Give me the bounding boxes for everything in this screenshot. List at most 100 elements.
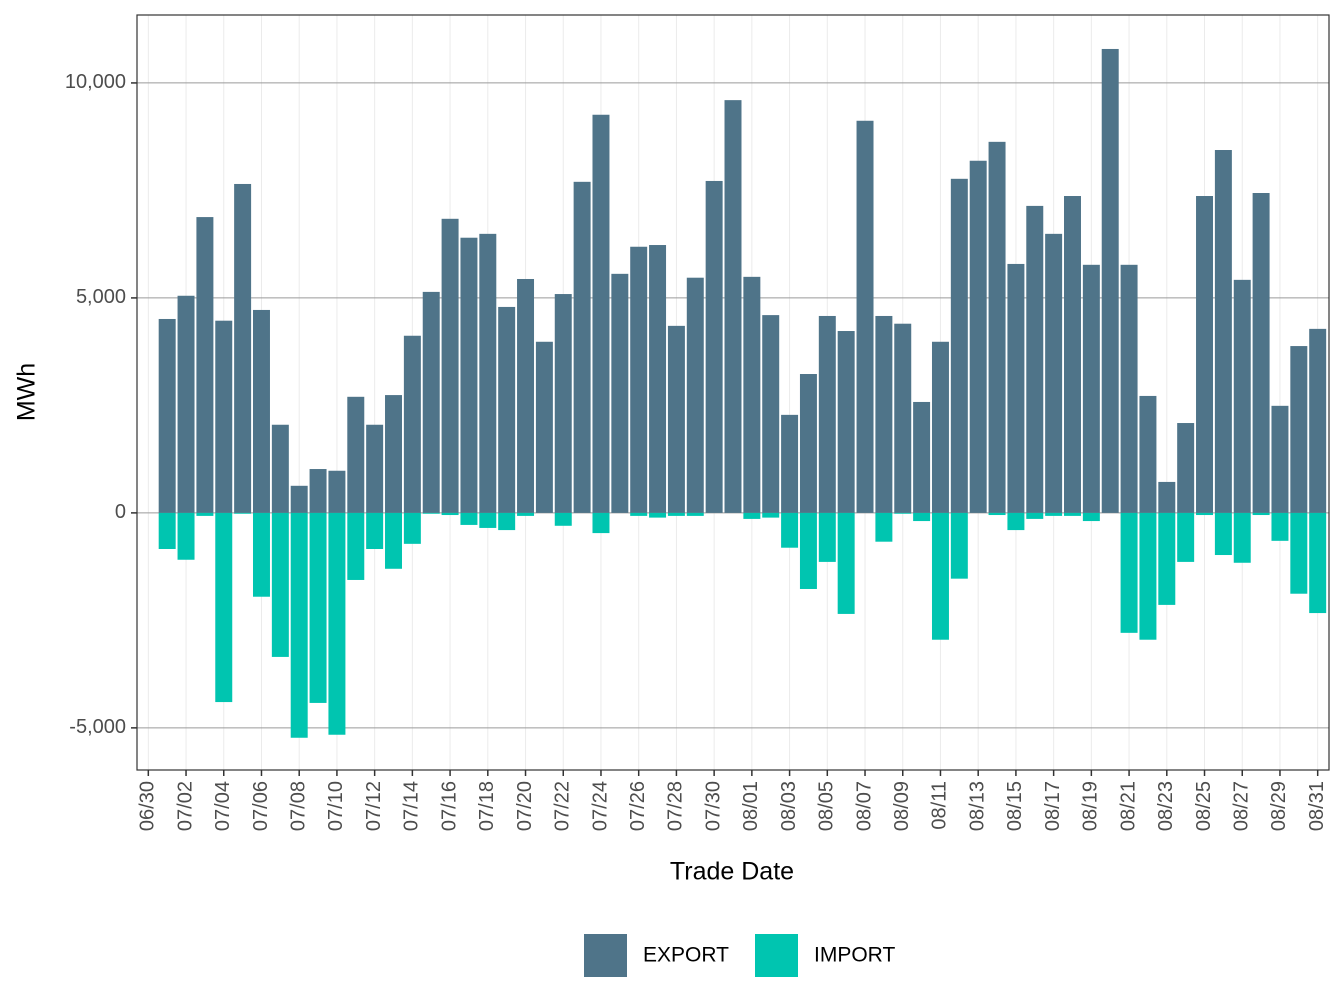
bar xyxy=(479,233,497,513)
bar xyxy=(950,512,968,579)
bar xyxy=(894,323,912,513)
x-tick-label: 07/30 xyxy=(702,781,724,831)
bar xyxy=(875,512,893,542)
bar xyxy=(403,335,421,513)
bar xyxy=(611,273,629,513)
x-tick-label: 07/10 xyxy=(325,781,347,831)
bar xyxy=(158,512,176,550)
x-tick-label: 08/11 xyxy=(929,781,951,830)
bar xyxy=(177,295,195,513)
bar xyxy=(1026,205,1044,513)
bar xyxy=(252,512,270,597)
x-tick-label: 08/05 xyxy=(816,781,838,831)
bar xyxy=(667,512,685,516)
bar xyxy=(1007,263,1025,513)
x-tick-label: 07/20 xyxy=(514,781,536,831)
x-tick-label: 07/14 xyxy=(401,781,423,831)
bar xyxy=(554,294,572,513)
bar xyxy=(837,512,855,614)
bar xyxy=(290,512,308,738)
bar xyxy=(1271,405,1289,513)
bar xyxy=(403,512,421,544)
bar xyxy=(215,320,233,513)
bar xyxy=(1101,48,1119,513)
y-axis-title: MWh xyxy=(13,363,41,421)
legend-label: IMPORT xyxy=(814,944,895,967)
bar xyxy=(686,277,704,513)
x-tick-label: 07/24 xyxy=(589,781,611,831)
x-axis-title: Trade Date xyxy=(670,858,794,886)
x-tick-label: 08/31 xyxy=(1306,781,1328,831)
bar xyxy=(1214,512,1232,556)
bar xyxy=(1214,150,1232,513)
bar xyxy=(1233,279,1251,513)
bar xyxy=(931,341,949,513)
x-tick-label: 08/23 xyxy=(1155,781,1177,831)
bar xyxy=(1271,512,1289,541)
bar xyxy=(667,325,685,513)
legend-swatch xyxy=(584,934,627,977)
bar xyxy=(252,309,270,513)
bar xyxy=(554,512,572,526)
bar xyxy=(158,318,176,513)
x-tick-label: 08/07 xyxy=(853,781,875,831)
y-tick-label: 0 xyxy=(115,501,126,523)
bar xyxy=(1082,264,1100,513)
bar xyxy=(1064,512,1081,516)
x-tick-label: 08/29 xyxy=(1268,781,1290,831)
bar xyxy=(196,512,214,516)
bar xyxy=(460,237,478,513)
x-tick-label: 08/21 xyxy=(1117,781,1139,831)
bar xyxy=(422,291,440,513)
bar xyxy=(592,114,610,513)
bar xyxy=(1309,328,1327,513)
bar xyxy=(1045,233,1063,513)
bar xyxy=(875,315,893,513)
bar xyxy=(441,218,459,513)
x-tick-label: 07/08 xyxy=(287,781,309,831)
bar xyxy=(724,100,742,513)
bar xyxy=(1196,196,1214,513)
bar xyxy=(988,141,1006,513)
bar xyxy=(328,470,346,513)
x-tick-label: 07/06 xyxy=(250,781,272,831)
bar xyxy=(422,512,440,514)
bar xyxy=(498,306,516,513)
bar xyxy=(969,160,987,513)
bar xyxy=(837,331,855,513)
bar xyxy=(498,512,516,531)
x-tick-label: 07/26 xyxy=(627,781,649,831)
x-tick-label: 07/28 xyxy=(665,781,687,831)
x-tick-label: 07/12 xyxy=(363,781,385,831)
bar xyxy=(573,181,591,513)
bar xyxy=(366,512,384,550)
bar xyxy=(818,512,836,562)
bar xyxy=(630,512,648,516)
bar xyxy=(1177,423,1195,513)
bar xyxy=(535,341,553,513)
x-tick-label: 07/04 xyxy=(212,781,234,831)
bar xyxy=(1139,512,1157,640)
bar xyxy=(517,278,535,513)
bar xyxy=(1120,512,1138,633)
bar xyxy=(309,469,327,513)
bar xyxy=(799,512,817,589)
bar xyxy=(385,512,402,569)
bar xyxy=(894,512,912,514)
bar xyxy=(630,246,648,513)
bar xyxy=(1158,512,1176,605)
bar xyxy=(1233,512,1251,563)
y-tick-label: -5,000 xyxy=(69,716,126,738)
x-tick-label: 08/17 xyxy=(1042,781,1064,831)
x-tick-label: 07/02 xyxy=(174,781,196,831)
x-tick-label: 08/19 xyxy=(1080,781,1102,831)
bar xyxy=(347,396,365,513)
plot-border xyxy=(136,14,1330,771)
bar xyxy=(686,512,704,516)
bar xyxy=(1196,512,1214,516)
bar xyxy=(950,178,968,513)
bar xyxy=(1252,512,1270,516)
bar xyxy=(799,374,817,513)
bar xyxy=(1082,512,1100,522)
bar xyxy=(328,512,346,735)
